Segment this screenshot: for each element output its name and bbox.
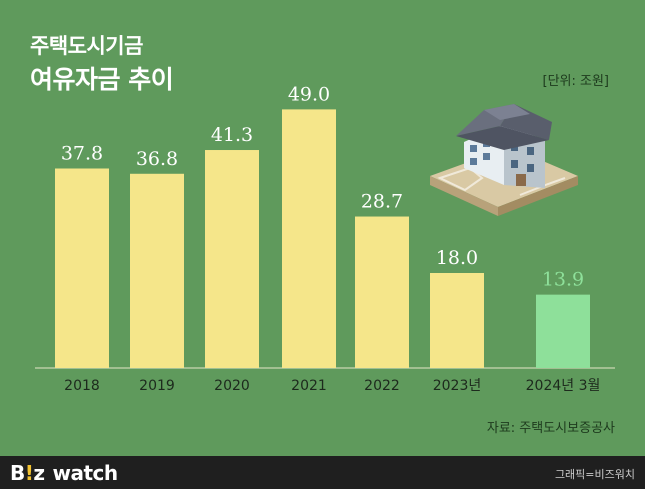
chart-title-line2: 여유자금 추이 xyxy=(30,65,174,94)
category-label-0: 2018 xyxy=(64,378,100,394)
value-label-3: 49.0 xyxy=(288,83,330,105)
bar-3 xyxy=(282,109,336,368)
bar-2 xyxy=(205,150,259,368)
graphic-credit: 그래픽=비즈워치 xyxy=(554,468,635,481)
category-label-6: 2024년 3월 xyxy=(526,378,601,394)
value-label-4: 28.7 xyxy=(361,191,403,213)
category-label-5: 2023년 xyxy=(433,378,482,394)
category-label-2: 2020 xyxy=(214,378,250,394)
footer-bar: B!z watch 그래픽=비즈워치 xyxy=(0,456,645,489)
category-label-3: 2021 xyxy=(291,378,327,394)
bar-5 xyxy=(430,273,484,368)
bar-6 xyxy=(536,294,590,368)
bar-1 xyxy=(130,173,184,368)
category-label-4: 2022 xyxy=(364,378,400,394)
unit-label: [단위: 조원] xyxy=(542,74,610,89)
value-label-2: 41.3 xyxy=(211,124,253,146)
house-icon xyxy=(430,104,578,216)
value-label-1: 36.8 xyxy=(136,148,178,170)
bar-0 xyxy=(55,168,109,368)
value-label-6: 13.9 xyxy=(542,269,584,291)
bizwatch-logo[interactable]: B!z watch xyxy=(10,461,118,485)
logo-part-watch: watch xyxy=(52,461,119,485)
bar-4 xyxy=(355,216,409,368)
logo-part-z: z xyxy=(33,461,45,485)
value-label-5: 18.0 xyxy=(436,247,478,269)
logo-part-bang: ! xyxy=(24,461,34,485)
value-label-0: 37.8 xyxy=(61,143,103,165)
source-label: 자료: 주택도시보증공사 xyxy=(486,421,615,436)
chart-title-line1: 주택도시기금 xyxy=(30,34,143,58)
logo-part-b: B xyxy=(10,461,25,485)
category-label-1: 2019 xyxy=(139,378,175,394)
